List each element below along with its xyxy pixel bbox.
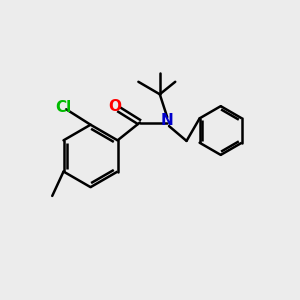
Text: N: N (161, 113, 174, 128)
Text: Cl: Cl (56, 100, 72, 115)
Text: O: O (108, 99, 121, 114)
